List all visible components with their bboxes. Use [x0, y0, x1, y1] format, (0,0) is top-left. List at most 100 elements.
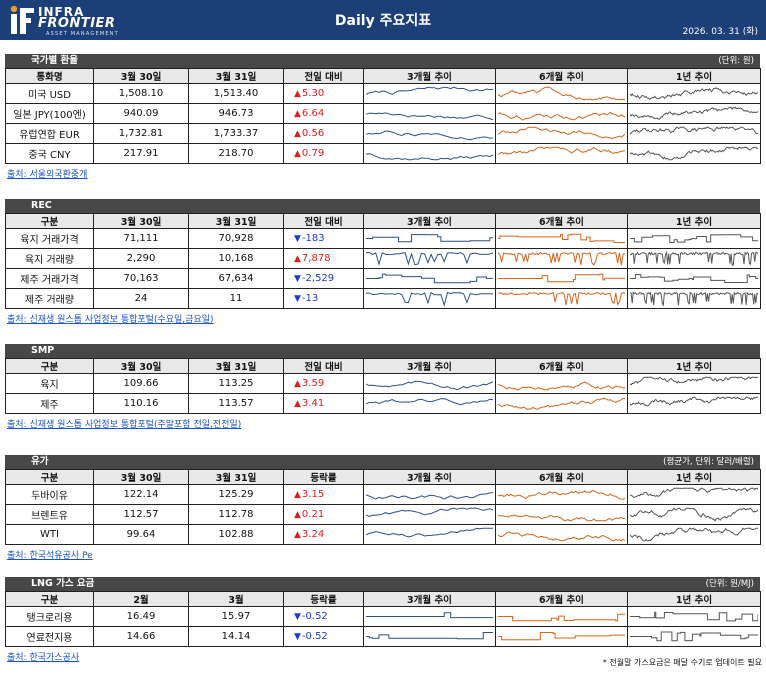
trend-1y-sparkline — [627, 248, 761, 269]
source-link[interactable]: 출처: 한국석유공사 Pe — [7, 551, 93, 561]
trend-3m-sparkline — [363, 288, 496, 309]
column-header: 전일 대비 — [283, 68, 364, 84]
triangle-down-icon: ▼ — [294, 274, 301, 284]
change-value: ▲3.59 — [283, 373, 364, 394]
triangle-up-icon: ▲ — [294, 399, 301, 409]
section-title-text: 국가별 환율 — [31, 55, 79, 66]
curr-value: 946.73 — [188, 103, 284, 124]
section-0: 국가별 환율 (단위: 원) 통화명 3월 30일 3월 31일 전일 대비 3개월 추이 6… — [5, 54, 761, 180]
trend-1y-sparkline — [627, 228, 761, 249]
table-row: 브렌트유 112.57 112.78 ▲0.21 — [5, 504, 761, 525]
trend-3m-sparkline — [363, 268, 496, 289]
source-link[interactable]: 출처: 한국가스공사 — [7, 653, 80, 663]
table-row: 육지 109.66 113.25 ▲3.59 — [5, 373, 761, 394]
table-row: 유럽연합 EUR 1,732.81 1,733.37 ▲0.56 — [5, 123, 761, 144]
triangle-up-icon: ▲ — [294, 89, 301, 99]
section-3: 유가 (평균가, 단위: 달러/배럴) 구분 3월 30일 3월 31일 등락률 3개월 추… — [5, 455, 761, 561]
change-number: 0.56 — [301, 128, 325, 139]
trend-6m-sparkline — [495, 268, 628, 289]
change-number: 0.79 — [301, 148, 325, 159]
trend-3m-sparkline — [363, 484, 496, 505]
row-label: 제주 — [5, 393, 94, 414]
indicator-table: 구분 2월 3월 등락률 3개월 추이 6개월 추이 1년 추이 탱크로리용 16.49 15.9… — [5, 591, 761, 647]
column-header: 3월 31일 — [188, 68, 284, 84]
table-header-row: 구분 3월 30일 3월 31일 등락률 3개월 추이 6개월 추이 1년 추이 — [5, 469, 761, 485]
column-header: 전일 대비 — [283, 358, 364, 374]
table-row: WTI 99.64 102.88 ▲3.24 — [5, 524, 761, 545]
trend-6m-sparkline — [495, 606, 628, 627]
row-label: 육지 거래량 — [5, 248, 94, 269]
change-number: -0.52 — [301, 631, 328, 642]
prev-value: 71,111 — [93, 228, 189, 249]
change-value: ▲0.21 — [283, 504, 364, 525]
triangle-up-icon: ▲ — [294, 490, 301, 500]
report-date: 2026. 03. 31 (화) — [682, 27, 758, 37]
column-header: 1년 추이 — [627, 68, 761, 84]
trend-3m-sparkline — [363, 248, 496, 269]
prev-value: 24 — [93, 288, 189, 309]
triangle-up-icon: ▲ — [294, 109, 301, 119]
trend-6m-sparkline — [495, 524, 628, 545]
section-unit: (단위: 원) — [718, 56, 754, 66]
column-header: 6개월 추이 — [495, 68, 628, 84]
section-title: SMP — [5, 344, 760, 358]
source-link[interactable]: 출처: 서울외국환중개 — [7, 170, 88, 180]
table-row: 육지 거래가격 71,111 70,928 ▼-183 — [5, 228, 761, 249]
row-label: 제주 거래가격 — [5, 268, 94, 289]
row-label: 일본 JPY(100엔) — [5, 103, 94, 124]
triangle-up-icon: ▲ — [294, 149, 301, 159]
table-header-row: 구분 2월 3월 등락률 3개월 추이 6개월 추이 1년 추이 — [5, 591, 761, 607]
column-header: 3월 30일 — [93, 68, 189, 84]
triangle-up-icon: ▲ — [294, 530, 301, 540]
column-header: 전일 대비 — [283, 213, 364, 229]
trend-3m-sparkline — [363, 123, 496, 144]
indicator-table: 구분 3월 30일 3월 31일 전일 대비 3개월 추이 6개월 추이 1년 추이 육지 거… — [5, 213, 761, 309]
trend-6m-sparkline — [495, 248, 628, 269]
curr-value: 10,168 — [188, 248, 284, 269]
table-row: 중국 CNY 217.91 218.70 ▲0.79 — [5, 143, 761, 164]
column-header: 3월 31일 — [188, 213, 284, 229]
prev-value: 1,732.81 — [93, 123, 189, 144]
column-header: 6개월 추이 — [495, 469, 628, 485]
trend-3m-sparkline — [363, 393, 496, 414]
change-number: 5.30 — [301, 88, 325, 99]
column-header: 3월 30일 — [93, 469, 189, 485]
row-label: 유럽연합 EUR — [5, 123, 94, 144]
trend-6m-sparkline — [495, 373, 628, 394]
change-value: ▲3.15 — [283, 484, 364, 505]
table-row: 탱크로리용 16.49 15.97 ▼-0.52 — [5, 606, 761, 627]
table-header-row: 구분 3월 30일 3월 31일 전일 대비 3개월 추이 6개월 추이 1년 추이 — [5, 358, 761, 374]
trend-6m-sparkline — [495, 83, 628, 104]
row-label: 중국 CNY — [5, 143, 94, 164]
change-value: ▲3.24 — [283, 524, 364, 545]
curr-value: 113.25 — [188, 373, 284, 394]
section-title-text: 유가 — [31, 456, 49, 467]
source-link[interactable]: 출처: 신재생 원스톱 사업정보 통합포털(주말포함 전일,전전일) — [7, 420, 242, 430]
change-value: ▼-13 — [283, 288, 364, 309]
triangle-down-icon: ▼ — [294, 632, 301, 642]
footnote: * 전월말 가스요금은 매달 수기로 업데이트 필요 — [602, 658, 762, 667]
section-1: REC 구분 3월 30일 3월 31일 전일 대비 3개월 추이 6개월 추이 1년 추이 육… — [5, 199, 761, 325]
table-row: 제주 거래량 24 11 ▼-13 — [5, 288, 761, 309]
curr-value: 125.29 — [188, 484, 284, 505]
curr-value: 15.97 — [188, 606, 284, 627]
indicator-table: 통화명 3월 30일 3월 31일 전일 대비 3개월 추이 6개월 추이 1년 추이 미국 … — [5, 68, 761, 164]
indicator-table: 구분 3월 30일 3월 31일 등락률 3개월 추이 6개월 추이 1년 추이 두바이유 12… — [5, 469, 761, 545]
change-number: 7,878 — [301, 253, 331, 264]
trend-1y-sparkline — [627, 83, 761, 104]
trend-1y-sparkline — [627, 103, 761, 124]
column-header: 3개월 추이 — [363, 469, 496, 485]
curr-value: 1,513.40 — [188, 83, 284, 104]
column-header: 구분 — [5, 358, 94, 374]
curr-value: 1,733.37 — [188, 123, 284, 144]
column-header: 6개월 추이 — [495, 213, 628, 229]
row-label: 육지 거래가격 — [5, 228, 94, 249]
source-link[interactable]: 출처: 신재생 원스톱 사업정보 통합포털(수요일,금요일) — [7, 315, 214, 325]
change-number: -2,529 — [301, 273, 335, 284]
prev-value: 99.64 — [93, 524, 189, 545]
change-number: 3.15 — [301, 489, 325, 500]
column-header: 3개월 추이 — [363, 68, 496, 84]
prev-value: 2,290 — [93, 248, 189, 269]
column-header: 3개월 추이 — [363, 213, 496, 229]
column-header: 구분 — [5, 469, 94, 485]
